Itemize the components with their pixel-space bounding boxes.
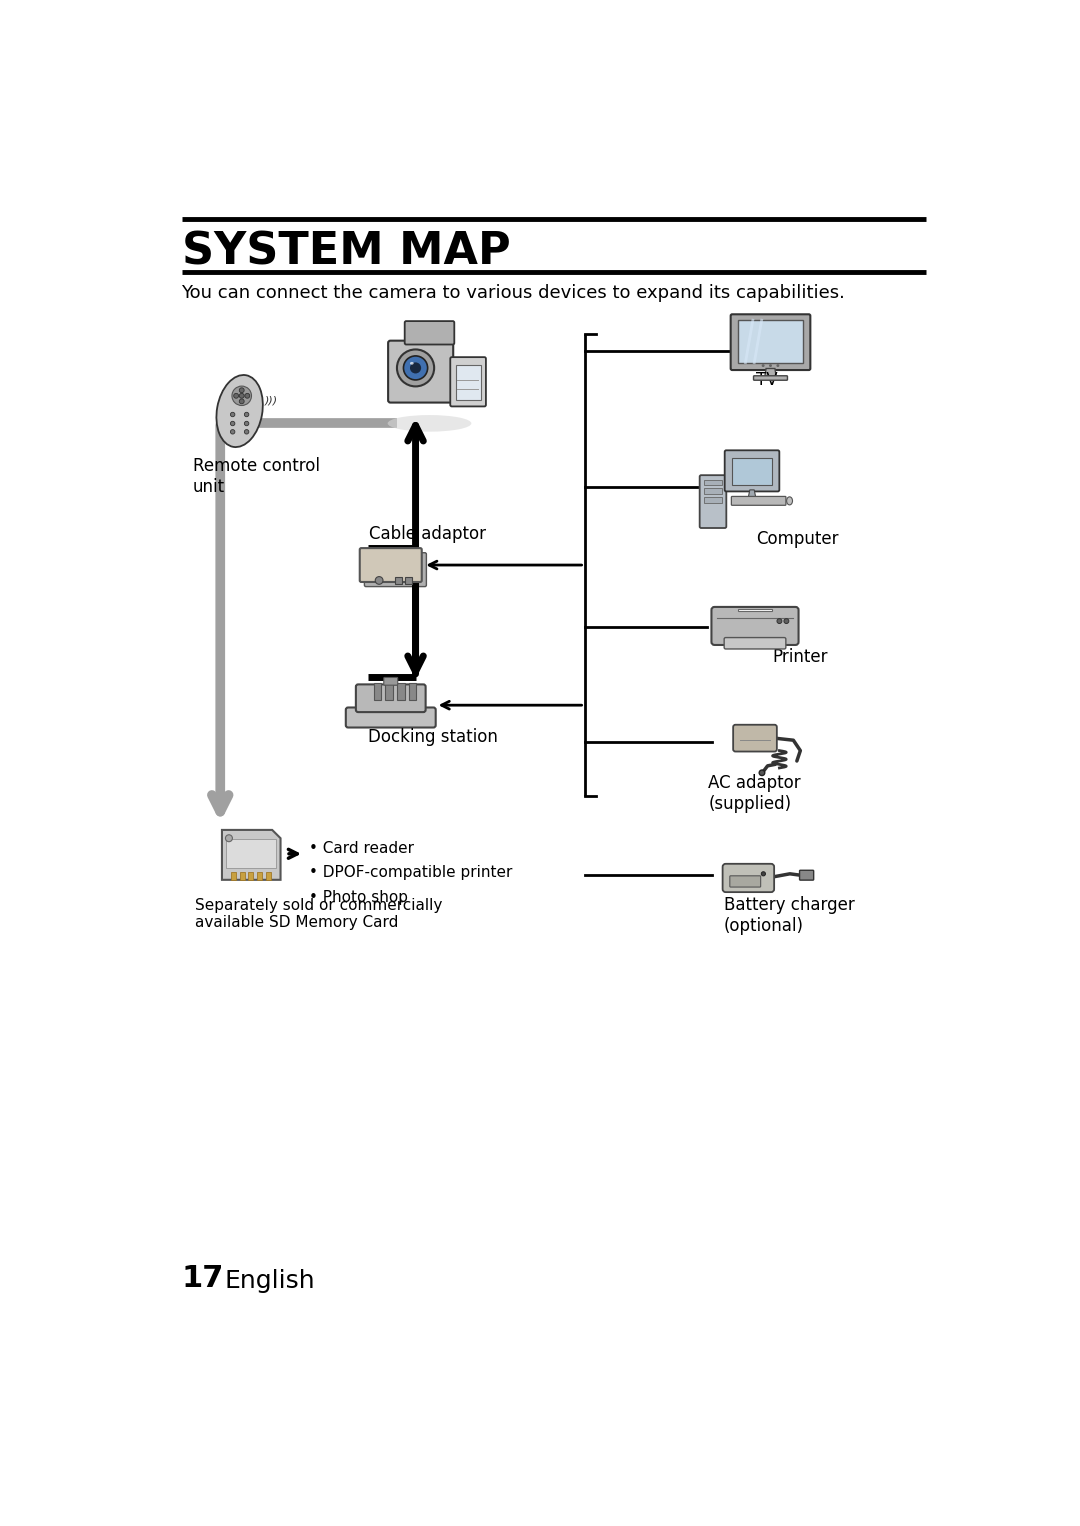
Text: English: English [225, 1268, 314, 1293]
FancyBboxPatch shape [733, 725, 777, 751]
Text: Printer: Printer [772, 649, 827, 667]
FancyBboxPatch shape [731, 496, 786, 505]
Bar [456, 365, 481, 400]
Circle shape [777, 365, 780, 368]
Circle shape [410, 362, 421, 374]
FancyBboxPatch shape [700, 475, 727, 528]
FancyBboxPatch shape [730, 876, 760, 887]
FancyBboxPatch shape [356, 684, 426, 713]
Polygon shape [765, 368, 777, 378]
FancyBboxPatch shape [725, 638, 786, 649]
Text: SYSTEM MAP: SYSTEM MAP [181, 230, 510, 273]
Text: You can connect the camera to various devices to expand its capabilities.: You can connect the camera to various de… [181, 284, 846, 302]
Text: Computer: Computer [757, 531, 839, 548]
Text: Docking station: Docking station [367, 728, 498, 746]
FancyBboxPatch shape [723, 864, 774, 893]
Text: Separately sold or commercially
available SD Memory Card: Separately sold or commercially availabl… [195, 897, 443, 929]
Bar [257, 871, 261, 881]
Bar [231, 871, 235, 881]
Ellipse shape [232, 386, 252, 406]
Polygon shape [748, 490, 756, 497]
Bar [704, 488, 721, 494]
Circle shape [404, 356, 428, 380]
Circle shape [761, 365, 765, 368]
Text: Cable adaptor: Cable adaptor [369, 525, 486, 543]
Text: 17: 17 [181, 1264, 224, 1293]
Bar [738, 320, 802, 363]
Text: AC adaptor
(supplied): AC adaptor (supplied) [708, 775, 801, 813]
Ellipse shape [216, 375, 262, 447]
FancyBboxPatch shape [388, 340, 454, 403]
Bar [397, 682, 405, 700]
Text: ))): ))) [265, 395, 278, 406]
Circle shape [244, 412, 248, 417]
Circle shape [244, 421, 248, 426]
Bar [386, 682, 393, 700]
Bar [266, 871, 271, 881]
Bar [408, 682, 416, 700]
Circle shape [245, 394, 249, 398]
Circle shape [769, 365, 772, 368]
FancyBboxPatch shape [405, 320, 455, 345]
Bar [738, 609, 772, 612]
Circle shape [230, 412, 234, 417]
FancyBboxPatch shape [731, 314, 810, 369]
FancyBboxPatch shape [725, 450, 780, 491]
Circle shape [226, 835, 232, 842]
Bar [394, 577, 402, 584]
Circle shape [759, 771, 765, 775]
Bar [226, 839, 276, 868]
FancyBboxPatch shape [799, 870, 813, 881]
FancyBboxPatch shape [360, 548, 422, 581]
Bar [704, 497, 721, 504]
Bar [704, 479, 721, 485]
Polygon shape [222, 830, 281, 881]
Bar [732, 458, 772, 485]
Circle shape [784, 618, 788, 624]
Circle shape [240, 394, 244, 398]
Bar [240, 871, 245, 881]
FancyBboxPatch shape [346, 708, 435, 728]
Circle shape [233, 394, 239, 398]
Text: • Card reader
• DPOF-compatible printer
• Photo shop: • Card reader • DPOF-compatible printer … [309, 841, 513, 905]
Circle shape [397, 349, 434, 386]
Circle shape [230, 421, 234, 426]
Circle shape [244, 430, 248, 433]
Text: Remote control
unit: Remote control unit [193, 458, 320, 496]
Bar [405, 577, 411, 584]
Circle shape [240, 398, 244, 404]
Circle shape [777, 618, 782, 624]
FancyBboxPatch shape [754, 375, 787, 380]
Circle shape [230, 430, 234, 433]
FancyBboxPatch shape [712, 607, 798, 645]
Ellipse shape [410, 362, 414, 365]
FancyBboxPatch shape [383, 678, 397, 685]
Text: Battery charger
(optional): Battery charger (optional) [724, 896, 854, 935]
Bar [374, 682, 381, 700]
Ellipse shape [786, 497, 793, 505]
Circle shape [240, 388, 244, 392]
FancyBboxPatch shape [450, 357, 486, 406]
Circle shape [375, 577, 383, 584]
FancyBboxPatch shape [364, 552, 427, 586]
Ellipse shape [388, 415, 471, 432]
Bar [248, 871, 254, 881]
Text: TV: TV [756, 371, 778, 389]
Circle shape [761, 871, 766, 876]
